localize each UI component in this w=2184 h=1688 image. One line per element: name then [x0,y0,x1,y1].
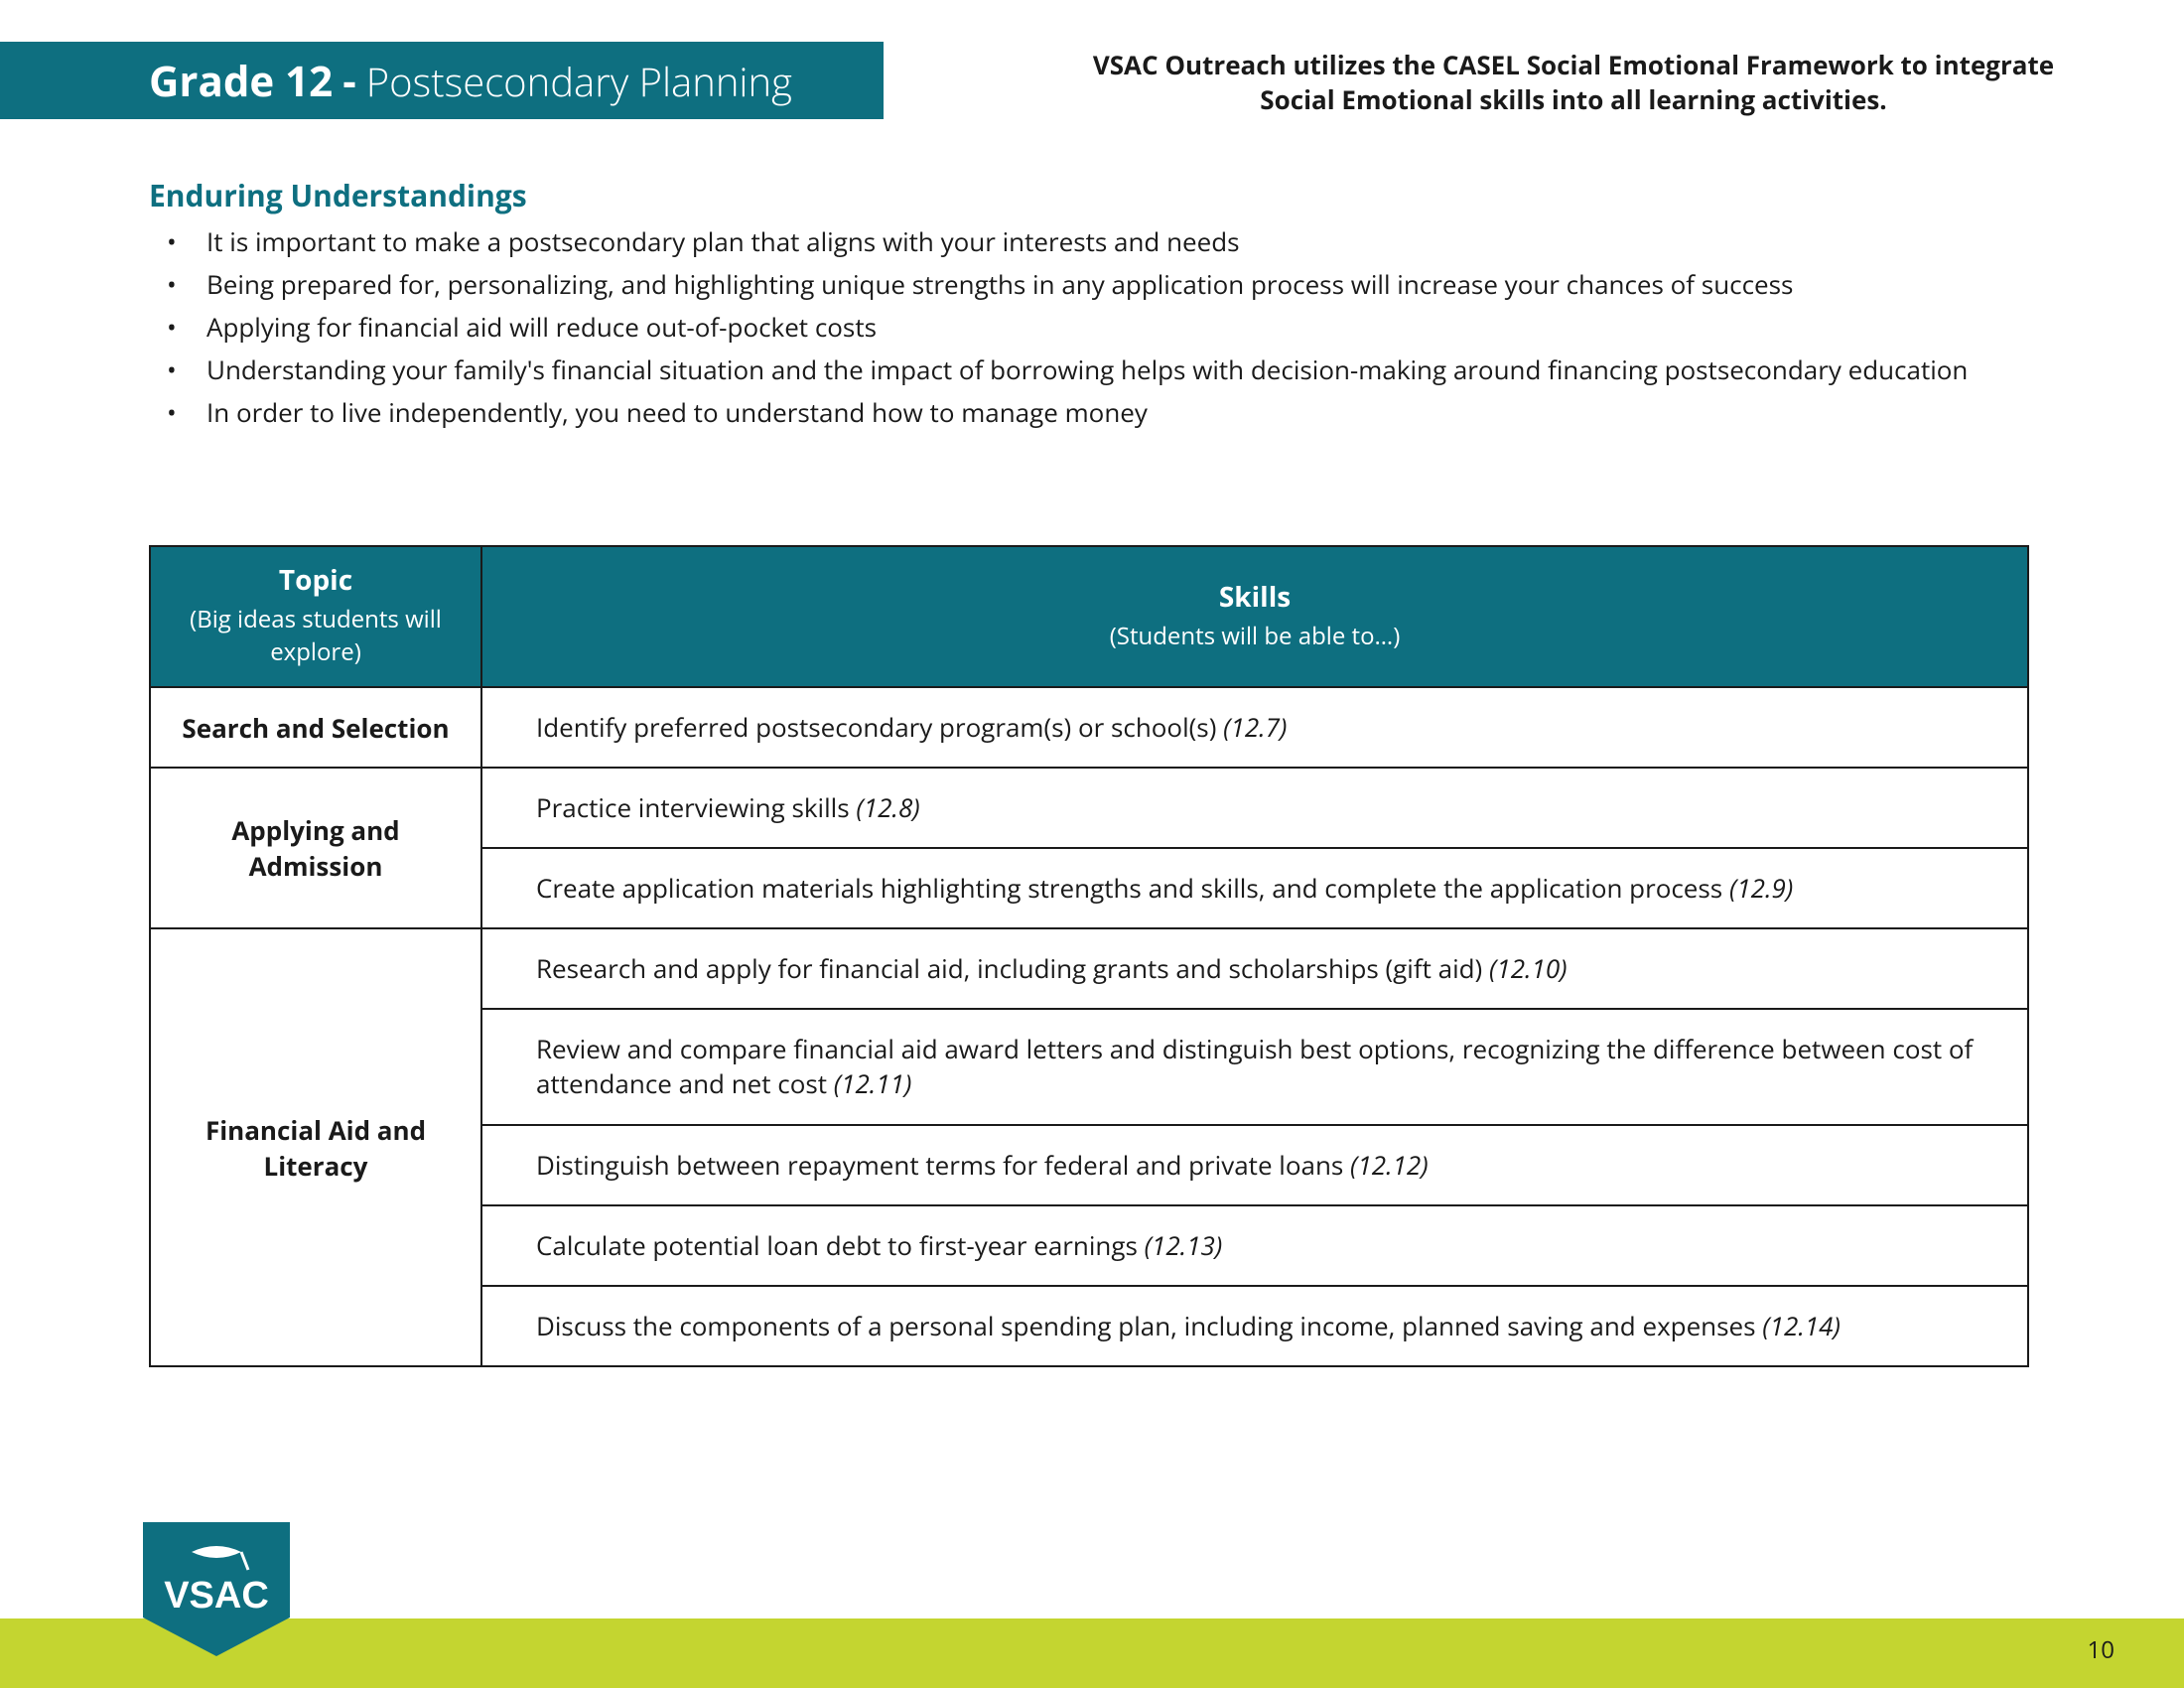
table-row: Applying and AdmissionPractice interview… [150,768,2028,848]
skill-text: Review and compare financial aid award l… [536,1031,1973,1101]
skill-cell: Identify preferred postsecondary program… [481,687,2028,768]
skill-code: (12.14) [1762,1308,1841,1343]
footer-band [0,1618,2184,1688]
topic-cell: Search and Selection [150,687,481,768]
col-header-topic: Topic (Big ideas students will explore) [150,546,481,687]
skill-code: (12.11) [834,1065,912,1101]
skill-cell: Practice interviewing skills (12.8) [481,768,2028,848]
skill-cell: Discuss the components of a personal spe… [481,1286,2028,1366]
understandings-list: It is important to make a postsecondary … [167,222,1974,436]
list-item: Applying for financial aid will reduce o… [167,308,1974,347]
col-title: Topic [161,561,471,599]
skill-code: (12.13) [1145,1227,1223,1263]
col-sub: (Students will be able to…) [492,620,2017,652]
topic-cell: Applying and Admission [150,768,481,928]
table-row: Financial Aid and LiteracyResearch and a… [150,928,2028,1009]
page-number: 10 [2088,1633,2115,1666]
skill-cell: Create application materials highlightin… [481,848,2028,928]
skill-code: (12.9) [1729,870,1793,906]
skills-table: Topic (Big ideas students will explore) … [149,545,2029,1367]
section-heading: Enduring Understandings [149,175,527,215]
skill-text: Research and apply for financial aid, in… [536,950,1489,986]
table-row: Search and Selection Identify preferred p… [150,687,2028,768]
topic-cell: Financial Aid and Literacy [150,928,481,1366]
skill-text: Identify preferred postsecondary program… [536,709,1223,745]
skill-cell: Calculate potential loan debt to first-y… [481,1205,2028,1286]
skill-code: (12.7) [1223,709,1287,745]
skill-text: Calculate potential loan debt to first-y… [536,1227,1145,1263]
framework-blurb: VSAC Outreach utilizes the CASEL Social … [1072,48,2075,117]
list-item: Understanding your family's financial si… [167,351,1974,389]
skill-code: (12.12) [1350,1147,1429,1183]
col-sub: (Big ideas students will explore) [161,603,471,668]
col-title: Skills [492,578,2017,616]
table-header-row: Topic (Big ideas students will explore) … [150,546,2028,687]
skill-text: Distinguish between repayment terms for … [536,1147,1350,1183]
list-item: It is important to make a postsecondary … [167,222,1974,261]
vsac-logo: VSAC [137,1522,296,1656]
skill-code: (12.10) [1489,950,1568,986]
skill-cell: Distinguish between repayment terms for … [481,1125,2028,1205]
skill-cell: Research and apply for financial aid, in… [481,928,2028,1009]
col-header-skills: Skills (Students will be able to…) [481,546,2028,687]
skill-code: (12.8) [856,789,919,825]
title-subtitle: Postsecondary Planning [366,54,792,108]
logo-shield-icon: VSAC [137,1522,296,1656]
grade-label: Grade 12 [149,53,333,109]
table-body: Search and Selection Identify preferred p… [150,687,2028,1366]
document-page: Grade 12 - Postsecondary Planning VSAC O… [0,0,2184,1688]
skill-text: Practice interviewing skills [536,789,856,825]
list-item: In order to live independently, you need… [167,393,1974,432]
skill-text: Create application materials highlightin… [536,870,1729,906]
skill-text: Discuss the components of a personal spe… [536,1308,1762,1343]
logo-text: VSAC [164,1575,269,1617]
title-dash: - [342,53,356,109]
title-bar: Grade 12 - Postsecondary Planning [0,42,884,119]
list-item: Being prepared for, personalizing, and h… [167,265,1974,304]
skill-cell: Review and compare financial aid award l… [481,1009,2028,1124]
